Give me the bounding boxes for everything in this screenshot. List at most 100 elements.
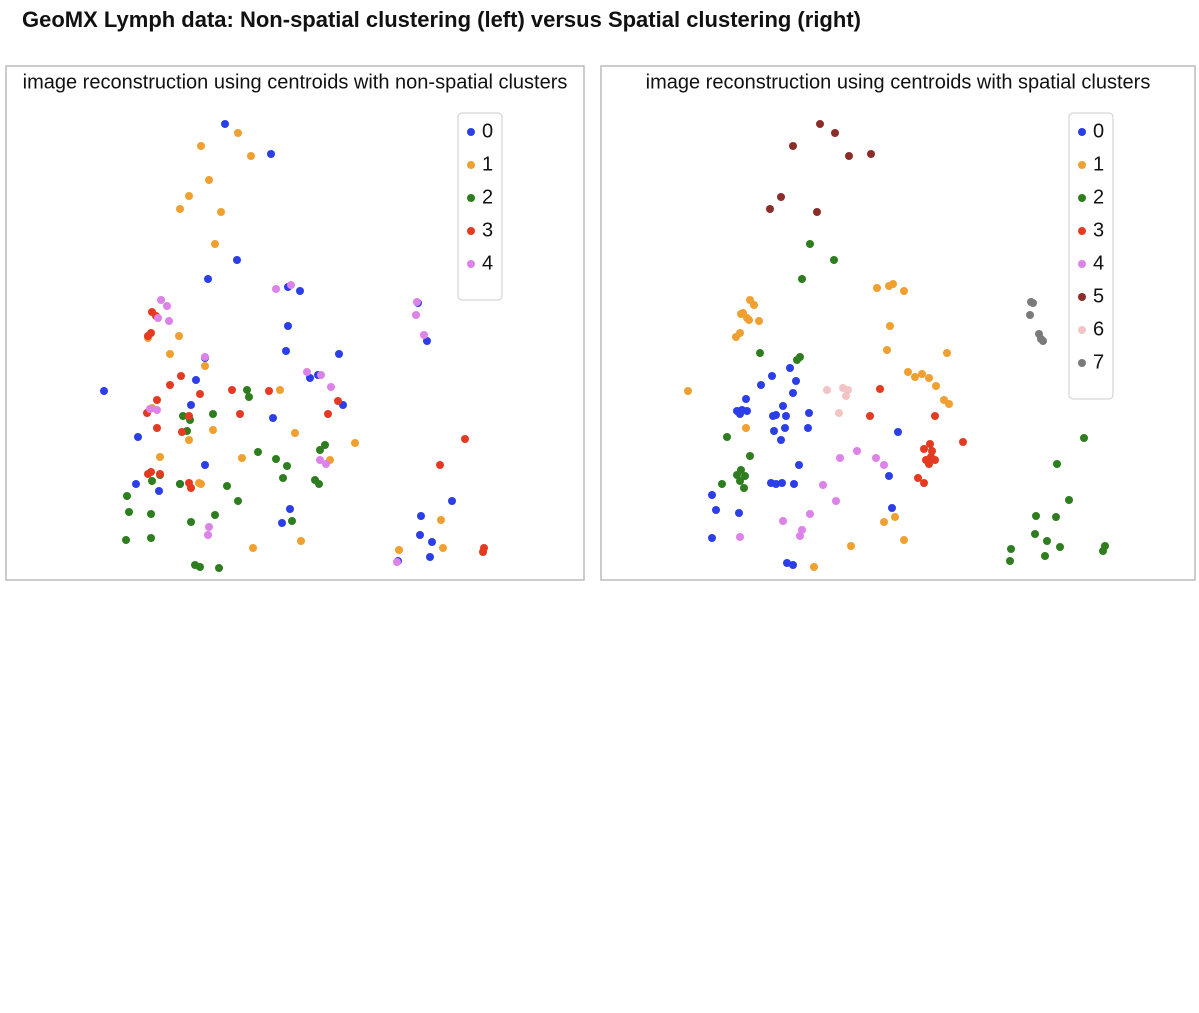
point — [867, 150, 875, 158]
point — [743, 407, 751, 415]
legend-label: 6 — [1093, 318, 1104, 340]
legend-label: 4 — [482, 252, 493, 274]
point — [732, 333, 740, 341]
point — [249, 544, 257, 552]
point — [185, 436, 193, 444]
point — [163, 302, 171, 310]
point — [823, 386, 831, 394]
point — [1032, 512, 1040, 520]
point — [175, 332, 183, 340]
point — [176, 480, 184, 488]
point — [777, 193, 785, 201]
point — [448, 497, 456, 505]
point — [891, 513, 899, 521]
point — [712, 506, 720, 514]
point — [723, 433, 731, 441]
point — [426, 553, 434, 561]
point — [437, 516, 445, 524]
point — [156, 453, 164, 461]
point — [943, 349, 951, 357]
point — [768, 372, 776, 380]
point — [334, 397, 342, 405]
legend-marker — [1078, 326, 1086, 334]
point — [155, 487, 163, 495]
point — [790, 480, 798, 488]
point — [413, 298, 421, 306]
point — [1053, 460, 1061, 468]
figure-title: GeoMX Lymph data: Non-spatial clustering… — [22, 7, 861, 32]
point — [736, 477, 744, 485]
point — [321, 441, 329, 449]
point — [789, 142, 797, 150]
point — [154, 314, 162, 322]
point — [272, 285, 280, 293]
point — [789, 561, 797, 569]
point — [228, 386, 236, 394]
point — [209, 410, 217, 418]
point — [904, 368, 912, 376]
point — [221, 120, 229, 128]
point — [778, 479, 786, 487]
legend-marker — [467, 161, 475, 169]
point — [889, 280, 897, 288]
point — [223, 482, 231, 490]
point — [927, 453, 935, 461]
legend-marker — [1078, 194, 1086, 202]
point — [914, 474, 922, 482]
point — [245, 393, 253, 401]
legend-marker — [1078, 161, 1086, 169]
point — [684, 387, 692, 395]
point — [283, 462, 291, 470]
point — [796, 532, 804, 540]
point — [757, 381, 765, 389]
point — [926, 440, 934, 448]
point — [831, 129, 839, 137]
point — [885, 472, 893, 480]
point — [166, 381, 174, 389]
point — [932, 382, 940, 390]
point — [265, 387, 273, 395]
point — [845, 152, 853, 160]
point — [420, 331, 428, 339]
point — [234, 129, 242, 137]
point — [793, 356, 801, 364]
point — [123, 492, 131, 500]
point — [157, 296, 165, 304]
point — [479, 548, 487, 556]
point — [201, 362, 209, 370]
point — [156, 470, 164, 478]
point — [836, 454, 844, 462]
point — [835, 409, 843, 417]
point — [236, 410, 244, 418]
point — [795, 461, 803, 469]
legend-box — [1068, 112, 1114, 400]
point — [284, 322, 292, 330]
point — [1031, 530, 1039, 538]
point — [945, 400, 953, 408]
legend-label: 2 — [1093, 186, 1104, 208]
point — [755, 317, 763, 325]
point — [351, 439, 359, 447]
point — [842, 392, 850, 400]
point — [147, 534, 155, 542]
point — [1029, 299, 1037, 307]
point — [146, 405, 154, 413]
point — [204, 531, 212, 539]
point — [792, 377, 800, 385]
legend-label: 7 — [1093, 351, 1104, 373]
point — [204, 275, 212, 283]
point — [781, 424, 789, 432]
point — [750, 301, 758, 309]
point — [920, 445, 928, 453]
point — [153, 406, 161, 414]
point — [746, 452, 754, 460]
point — [276, 386, 284, 394]
point — [756, 349, 764, 357]
point — [234, 497, 242, 505]
point — [291, 429, 299, 437]
point — [272, 455, 280, 463]
point — [880, 461, 888, 469]
point — [735, 509, 743, 517]
point — [269, 414, 277, 422]
point — [832, 497, 840, 505]
